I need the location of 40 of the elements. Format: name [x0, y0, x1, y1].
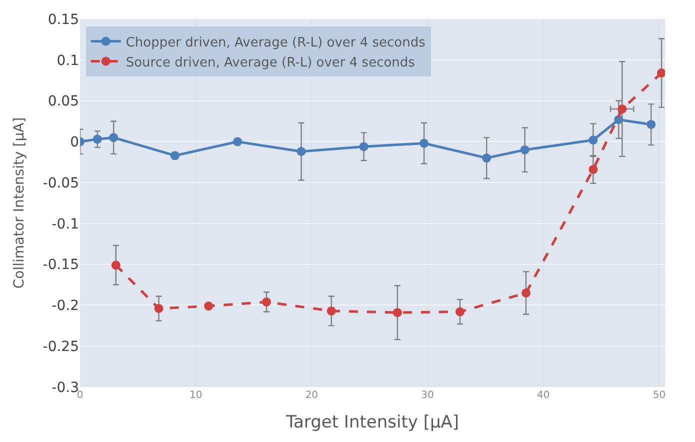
y-tick-label: 0.05 — [48, 94, 79, 110]
y-tick-label: -0.25 — [42, 339, 79, 356]
point — [92, 134, 102, 144]
point — [420, 138, 429, 148]
point — [154, 304, 164, 313]
point — [109, 133, 118, 142]
point — [204, 302, 214, 311]
x-tick-label: 30 — [421, 390, 434, 401]
y-tick-label: 0.1 — [56, 52, 79, 69]
x-tick-label: 20 — [305, 390, 318, 401]
point — [521, 288, 530, 298]
y-tick-label: -0.15 — [42, 257, 79, 274]
point — [618, 104, 627, 114]
point — [111, 260, 120, 270]
point — [262, 297, 271, 306]
x-tick-label: 10 — [189, 390, 202, 401]
point — [588, 136, 598, 145]
x-tick-label: 50 — [652, 390, 666, 401]
point — [588, 164, 598, 174]
point — [520, 145, 530, 154]
x-axis-title: Target Intensity [µA] — [284, 412, 460, 432]
point — [455, 307, 464, 316]
point — [359, 142, 368, 152]
legend-label: Chopper driven, Average (R-L) over 4 seconds — [126, 35, 426, 50]
y-tick-label: -0.3 — [52, 380, 79, 396]
point — [657, 68, 665, 78]
point — [482, 154, 492, 163]
point — [233, 137, 242, 146]
y-axis-title: Collimator Intensity [µA] — [11, 117, 28, 289]
point — [296, 146, 306, 156]
y-tick-label: -0.1 — [52, 216, 79, 232]
point — [392, 308, 402, 318]
point — [326, 306, 336, 316]
y-tick-label: -0.05 — [42, 175, 79, 192]
y-tick-label: 0.15 — [48, 12, 79, 28]
x-tick-label: 40 — [537, 390, 550, 401]
y-tick-label: -0.2 — [52, 298, 79, 314]
y-tick-label: 0 — [70, 134, 79, 151]
legend-label: Source driven, Average (R-L) over 4 seconds — [126, 55, 416, 70]
point — [646, 120, 656, 129]
